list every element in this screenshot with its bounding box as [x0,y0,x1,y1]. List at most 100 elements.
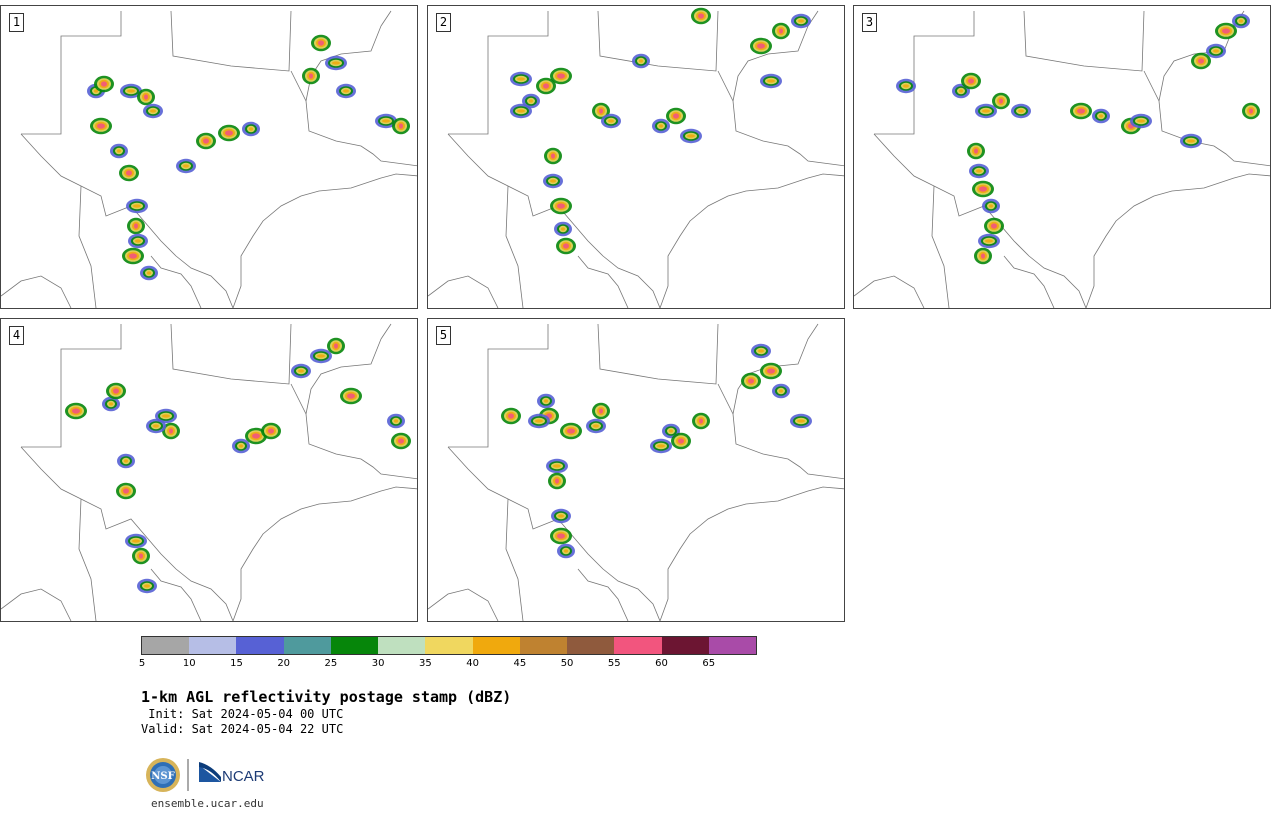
storm-cell [544,399,548,403]
colorbar-segment [236,637,284,654]
colorbar-tick: 5 [138,658,146,669]
storm-cell [767,368,775,374]
storm-cell [563,243,569,249]
storm-cell [599,108,603,114]
storm-cell [343,89,349,93]
storm-cell [564,549,568,553]
map-boundary [150,255,202,308]
storm-cell [748,378,754,384]
storm-cell [561,227,565,231]
map-boundary [854,275,925,308]
storm-cell [1198,58,1204,64]
storm-cell [699,418,703,424]
colorbar-tick: 10 [182,658,196,669]
map-canvas [1,10,417,308]
colorbar-tick: 65 [702,658,716,669]
init-time: Init: Sat 2024-05-04 00 UTC [141,707,344,721]
storm-cell [162,414,170,418]
colorbar-segment [142,637,190,654]
storm-cell [1213,49,1219,53]
colorbar-tick: 45 [513,658,527,669]
storm-cell [989,204,993,208]
storm-cell [126,170,132,176]
storm-cell [347,393,355,399]
colorbar-tick: 25 [324,658,338,669]
storm-cell [144,94,148,100]
colorbar-segment [378,637,426,654]
storm-cell [678,438,684,444]
map-boundary [1,588,72,621]
storm-cell [985,239,993,243]
storm-cell [669,429,673,433]
storm-cell [999,98,1003,104]
map-panel-3: 3 [853,5,1271,309]
map-boundary [448,10,844,167]
map-boundary [232,173,417,308]
map-boundary [21,323,417,480]
storm-cell [298,369,304,373]
map-panel-2: 2 [427,5,845,309]
storm-cell [123,488,129,494]
storm-cell [557,203,565,209]
storm-cell [203,138,209,144]
colorbar-tick: 40 [466,658,479,669]
storm-cell [309,73,313,79]
storm-cell [117,149,121,153]
storm-cell [798,19,804,23]
panel-number: 2 [436,13,451,32]
map-boundary [577,255,629,308]
map-boundary [873,133,1087,308]
storm-cell [903,84,909,88]
storm-cell [1137,119,1145,123]
colorbar-segment [330,637,379,654]
map-boundary [1085,173,1270,308]
nsf-ncar-logo: NSF NCAR [145,757,275,793]
map-boundary [232,486,417,621]
storm-cell [543,83,549,89]
map-boundary [577,568,629,621]
valid-time: Valid: Sat 2024-05-04 22 UTC [141,722,344,736]
storm-cell [797,419,805,423]
storm-cell [134,223,138,229]
footer-url: ensemble.ucar.edu [151,797,264,810]
storm-cell [72,408,80,414]
storm-cell [593,424,599,428]
storm-cell [982,109,990,113]
storm-cell [1099,114,1103,118]
storm-cell [976,169,982,173]
storm-cell [252,433,260,439]
storm-cell [974,148,978,154]
storm-cell [150,109,156,113]
storm-cell [757,43,765,49]
panel-number: 1 [9,13,24,32]
map-canvas [428,323,844,621]
map-boundary [659,486,844,621]
storm-cell [553,464,561,468]
colorbar-tick: 30 [371,658,385,669]
panel-number: 4 [9,326,24,345]
panel-number: 5 [436,326,451,345]
storm-cell [529,99,533,103]
map-boundary [305,323,392,415]
storm-cell [981,253,985,259]
storm-cell [698,13,704,19]
storm-cell [517,77,525,81]
storm-cell [94,89,98,93]
storm-cell [97,123,105,129]
map-boundary [428,275,499,308]
storm-cell [779,28,783,34]
map-boundary [78,185,97,308]
storm-cell [101,81,107,87]
map-boundary [20,133,234,308]
colorbar-tick: 15 [230,658,243,669]
colorbar-tick: 60 [655,658,668,669]
storm-cell [133,204,141,208]
storm-cell [169,428,173,434]
storm-cell [968,78,974,84]
storm-cell [113,388,119,394]
colorbar-segment [708,637,757,654]
map-boundary [428,588,499,621]
storm-cell [1187,139,1195,143]
storm-cell [567,428,575,434]
storm-cell [127,89,135,93]
